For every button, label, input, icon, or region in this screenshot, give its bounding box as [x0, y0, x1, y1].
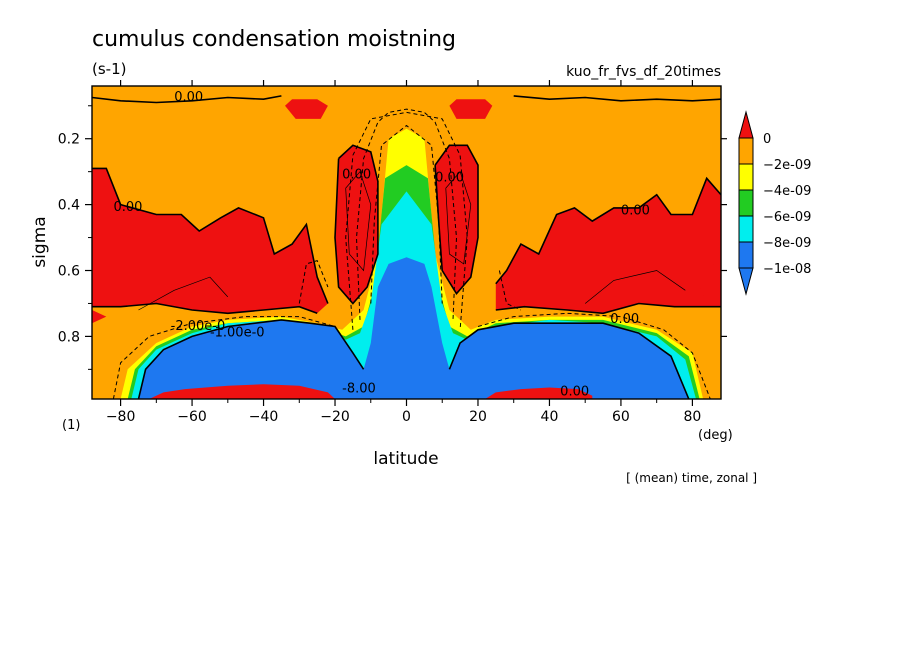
contour-label-1: 0.00	[113, 200, 142, 215]
contour-line-dashed-2	[370, 124, 443, 304]
contour-line-solid-8	[137, 319, 365, 399]
x-tick-label-3: −20	[320, 409, 350, 425]
red-strip-bottom-right	[485, 387, 593, 399]
red-region-edge-se	[699, 263, 721, 304]
legend-swatch-0	[738, 137, 754, 165]
contour-line-thin-1	[584, 270, 686, 304]
y-axis-label: sigma	[30, 216, 50, 267]
legend-swatch-3	[738, 215, 754, 243]
x-tick-label-1: −60	[177, 409, 207, 425]
y-axis-unit: (1)	[62, 418, 80, 433]
y-axis: 0.2 0.4 0.6 0.8	[58, 105, 727, 370]
contour-label-2: 0.00	[621, 203, 650, 218]
contour-line-thin-3	[445, 171, 472, 265]
red-region-nh-subtropic	[335, 145, 378, 304]
contour-line-solid-3	[495, 176, 721, 285]
legend-level-4: −8e-09	[763, 236, 811, 251]
contour-labels: 0.00 0.00 0.00 0.00 0.00 0.00 0.00 -8.00 -1.00e-…	[113, 90, 650, 400]
y-tick-label-1: 0.4	[58, 198, 80, 214]
contour-line-dashed-4	[477, 312, 711, 399]
contour-line-solid-4	[92, 302, 318, 315]
contour-label-5: 0.00	[610, 312, 639, 327]
contour-lines	[92, 95, 721, 399]
plot-area: 0.00 0.00 0.00 0.00 0.00 0.00 0.00 -8.00 -1.00e-…	[92, 86, 721, 400]
legend-swatch-1	[738, 163, 754, 191]
x-axis-label: latitude	[373, 449, 438, 469]
contour-line-dashed-5	[298, 259, 329, 304]
chart-units: (s-1)	[92, 60, 126, 78]
run-label: kuo_fr_fvs_df_20times	[566, 64, 721, 80]
contour-line-solid-7	[434, 144, 479, 295]
color-legend: 0 −2e-09 −4e-09 −6e-09 −8e-09 −1e-08	[738, 110, 811, 296]
x-tick-label-7: 60	[612, 409, 630, 425]
contour-line-solid-9	[448, 322, 690, 399]
x-tick-label-2: −40	[249, 409, 279, 425]
legend-swatch-4	[738, 241, 754, 269]
x-axis: −80 −60 −40 −20 0 20 40 60 80	[106, 80, 701, 425]
legend-level-2: −4e-09	[763, 184, 811, 199]
red-strip-bottom-left	[149, 384, 335, 399]
footer-note: [ (mean) time, zonal ]	[626, 471, 757, 485]
contour-label-8: -1.00e-0	[210, 325, 265, 340]
blue-core	[138, 257, 689, 399]
contour-line-solid-1	[513, 95, 721, 102]
contour-label-0: 0.00	[174, 90, 203, 105]
contour-label-6: 0.00	[560, 385, 589, 400]
contour-line-thin-0	[138, 276, 229, 311]
x-tick-label-4: 0	[402, 409, 411, 425]
contour-line-dashed-1	[345, 111, 468, 330]
contour-label-9: -2.00e-0	[171, 319, 226, 334]
red-region-sw	[92, 168, 328, 314]
legend-level-3: −6e-09	[763, 210, 811, 225]
x-tick-label-6: 40	[541, 409, 559, 425]
contour-line-solid-2	[92, 167, 329, 304]
legend-level-1: −2e-09	[763, 158, 811, 173]
contour-line-dashed-3	[112, 316, 336, 399]
contour-line-solid-0	[92, 95, 282, 104]
red-region-top-left	[285, 99, 328, 119]
x-tick-label-8: 80	[683, 409, 701, 425]
legend-arrow-bottom	[738, 267, 754, 296]
contour-line-thin-2	[345, 171, 372, 272]
contour-line-dashed-6	[498, 270, 522, 311]
y-tick-label-2: 0.6	[58, 264, 80, 280]
red-region-sh-subtropic	[435, 145, 478, 294]
red-region-edge-sw	[92, 310, 107, 324]
x-tick-label-5: 20	[469, 409, 487, 425]
contour-line-solid-5	[495, 302, 721, 315]
legend-level-0: 0	[763, 132, 771, 147]
legend-level-5: −1e-08	[763, 262, 811, 277]
contour-label-7: -8.00	[342, 381, 376, 396]
chart-title: cumulus condensation moistning	[92, 27, 456, 52]
contour-fills	[92, 99, 721, 399]
y-tick-label-3: 0.8	[58, 329, 80, 345]
red-region-top-right	[449, 99, 493, 119]
y-tick-label-0: 0.2	[58, 132, 80, 148]
contour-line-dashed-0	[355, 108, 458, 320]
legend-swatch-2	[738, 189, 754, 217]
legend-arrow-top	[738, 110, 754, 139]
x-tick-label-0: −80	[106, 409, 136, 425]
red-region-se	[495, 178, 721, 314]
contour-label-4: 0.00	[435, 171, 464, 186]
x-axis-unit: (deg)	[698, 428, 733, 443]
contour-label-3: 0.00	[342, 167, 371, 182]
contour-line-solid-6	[334, 144, 379, 305]
